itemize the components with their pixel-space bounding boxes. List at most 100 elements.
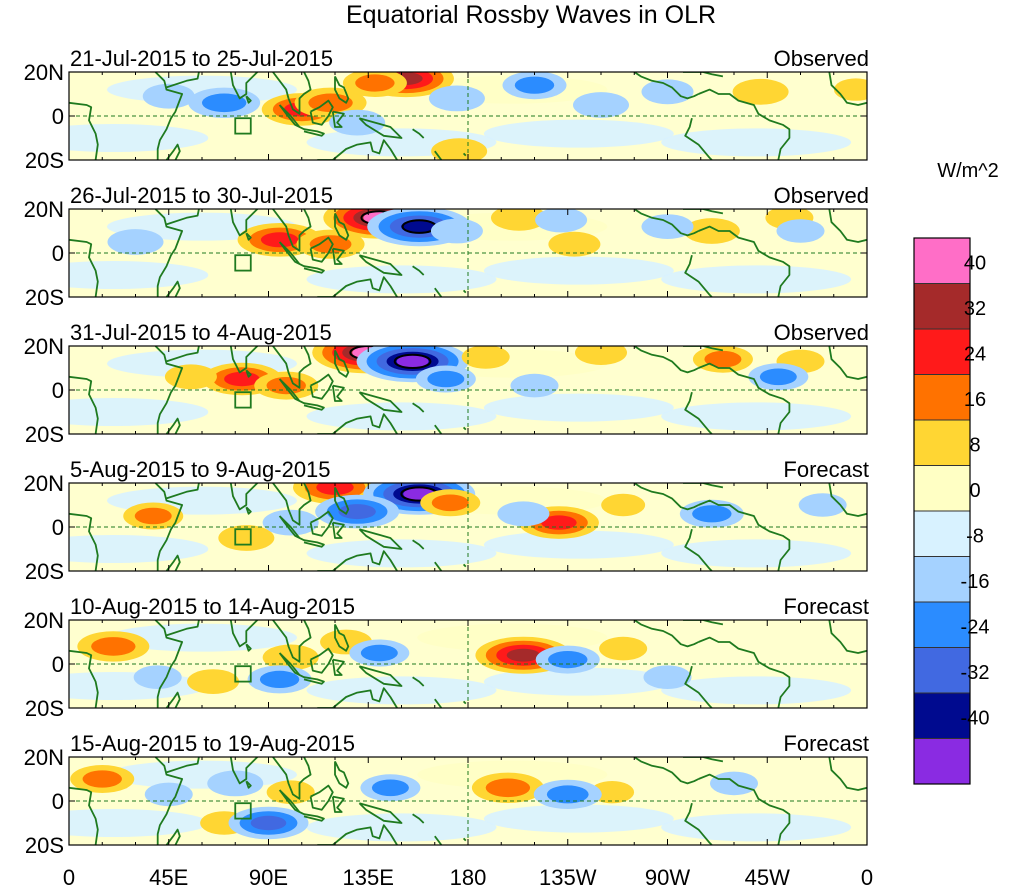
- coastline: [166, 620, 200, 637]
- contour-level: [360, 644, 398, 662]
- colorbar-swatch: [914, 374, 970, 421]
- coastline: [272, 483, 312, 526]
- coastline: [165, 417, 181, 434]
- map-panel: 20N 0 20S 15-Aug-2015 to 19-Aug-2015 Forecas…: [24, 731, 869, 858]
- coastline: [303, 676, 325, 685]
- contour-level: [431, 494, 469, 512]
- coastline: [462, 700, 467, 705]
- coastline: [331, 795, 345, 813]
- coastline: [165, 691, 181, 708]
- coastline: [434, 835, 443, 845]
- coastline: [412, 402, 425, 413]
- coastline: [683, 620, 724, 626]
- contour-level: [546, 785, 589, 804]
- contour-level: [497, 501, 550, 527]
- negative-anomaly: [535, 209, 588, 233]
- contour-level: [266, 780, 315, 804]
- contour-level: [506, 648, 541, 662]
- colorbar-tick-label: 8: [969, 435, 980, 457]
- coastline: [303, 265, 325, 274]
- coastline: [229, 72, 260, 100]
- x-tick-label: 0: [861, 865, 873, 890]
- coastline: [272, 346, 312, 389]
- extreme-contour: [393, 353, 432, 369]
- contour-level: [142, 83, 195, 109]
- positive-anomaly: [833, 78, 867, 101]
- anomaly-band: [661, 265, 852, 294]
- y-tick-label: 0: [52, 789, 64, 814]
- contour-level: [485, 778, 531, 798]
- x-tick-label: 135E: [343, 865, 394, 890]
- map-panels: 20N 0 20S 21-Jul-2015 to 25-Jul-2015 Observe…: [24, 46, 869, 858]
- panel-kind: Forecast: [783, 731, 869, 756]
- coastline: [69, 375, 99, 434]
- contour-level: [218, 525, 275, 551]
- y-tick-label: 20N: [24, 60, 64, 85]
- contour-level: [732, 78, 789, 105]
- coastline: [317, 687, 398, 708]
- contour-level: [427, 370, 465, 388]
- contour-level: [224, 371, 260, 387]
- coastline: [698, 88, 791, 160]
- coastlines: [69, 620, 867, 708]
- colorbar-swatch: [914, 738, 970, 785]
- negative-anomaly: [207, 770, 264, 797]
- contour-level: [601, 493, 646, 517]
- colorbar-units: W/m^2: [937, 160, 999, 182]
- coastlines: [69, 757, 867, 845]
- coastline: [334, 349, 350, 378]
- anomaly-band: [306, 539, 497, 568]
- coastline: [412, 676, 425, 687]
- coastline: [358, 391, 403, 413]
- colorbar-tick-label: 32: [964, 298, 986, 320]
- coastline: [317, 550, 398, 571]
- coastline: [462, 837, 467, 842]
- contour-level: [541, 515, 577, 530]
- positive-anomaly: [732, 78, 789, 105]
- map-panel: 20N 0 20S 21-Jul-2015 to 25-Jul-2015 Observe…: [24, 46, 869, 173]
- coastline: [434, 287, 443, 297]
- positive-anomaly: [187, 669, 240, 694]
- coastline: [828, 209, 867, 243]
- anomaly-band: [107, 623, 297, 652]
- coastline: [683, 72, 724, 78]
- positive-anomaly: [461, 346, 510, 369]
- contour-level: [683, 218, 740, 244]
- anomaly-band: [661, 676, 852, 705]
- panel-kind: Observed: [774, 183, 869, 208]
- contour-level: [401, 219, 438, 234]
- positive-anomaly: [342, 72, 407, 97]
- colorbar-swatch: [914, 420, 970, 466]
- negative-anomaly: [262, 509, 319, 536]
- negative-anomaly: [533, 779, 602, 810]
- negative-anomaly: [142, 83, 195, 109]
- coastline: [828, 757, 867, 791]
- y-tick-label: 20N: [24, 608, 64, 633]
- contour-level: [309, 235, 352, 254]
- positive-anomaly: [70, 765, 135, 793]
- positive-anomaly: [123, 502, 184, 530]
- coastline: [683, 346, 724, 352]
- reference-box: [234, 528, 252, 546]
- coastline: [154, 620, 183, 708]
- x-tick-label: 0: [63, 865, 75, 890]
- positive-anomaly: [266, 780, 315, 804]
- colorbar: W/m^2 40 32 24 16 8 0 -8 -16 -24 -32 -40: [913, 160, 999, 785]
- contour-level: [461, 346, 510, 369]
- negative-anomaly: [228, 806, 309, 840]
- contour-level: [548, 231, 601, 257]
- coastline: [245, 232, 252, 241]
- coastline: [245, 643, 252, 652]
- y-tick-label: 20N: [24, 745, 64, 770]
- coastline: [334, 212, 350, 241]
- coastline: [462, 289, 467, 294]
- contour-level: [355, 74, 395, 92]
- panel-period: 26-Jul-2015 to 30-Jul-2015: [70, 183, 333, 208]
- coastline: [684, 391, 713, 434]
- panel-kind: Observed: [774, 320, 869, 345]
- anomaly-band: [661, 402, 852, 431]
- contour-level: [643, 665, 692, 689]
- map-panel: 20N 0 20S 10-Aug-2015 to 14-Aug-2015 Forecas…: [24, 594, 869, 721]
- coastline: [154, 483, 183, 571]
